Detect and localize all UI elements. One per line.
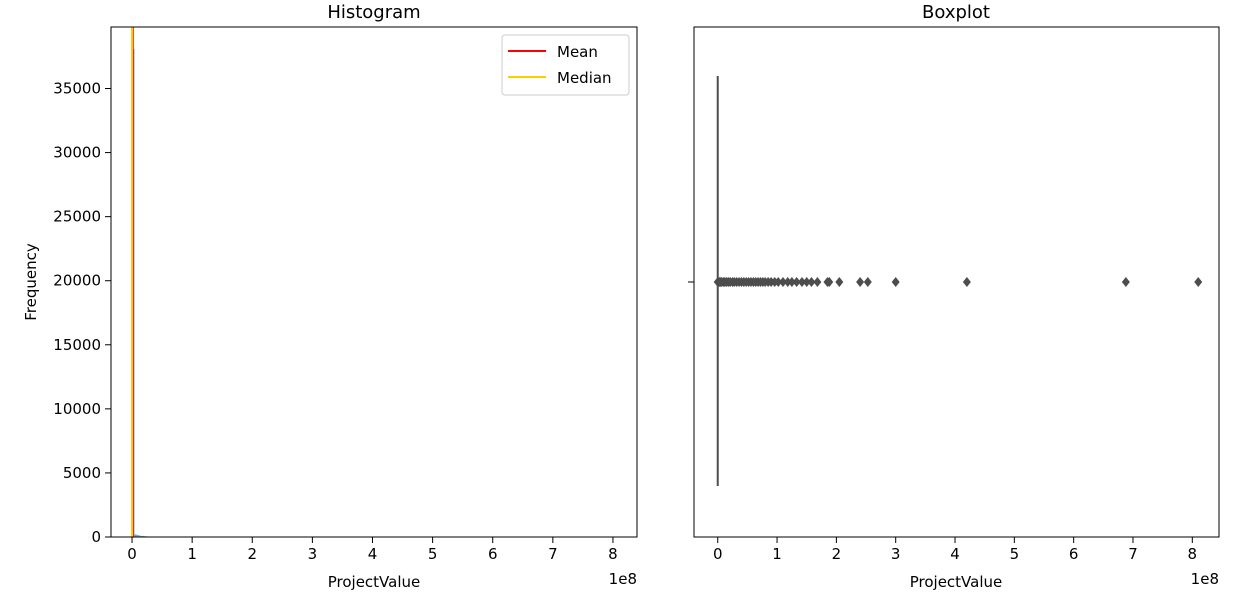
boxplot-outlier-41 [863, 277, 872, 287]
boxplot-x-tick-label-0: 0 [713, 545, 723, 563]
boxplot-outlier-31 [787, 277, 796, 287]
boxplot-x-tick-label-6: 6 [1069, 545, 1079, 563]
boxplot-outlier-35 [807, 277, 816, 287]
histogram-y-tick-label-6: 30000 [53, 144, 101, 162]
boxplot-outlier-42 [891, 277, 900, 287]
histogram-y-tick-label-0: 0 [91, 528, 101, 546]
histogram-y-label: Frequency [22, 243, 40, 321]
boxplot-x-tick-label-4: 4 [950, 545, 960, 563]
histogram-x-tick-label-7: 7 [548, 545, 558, 563]
histogram-panel: Histogram 0 1 2 3 4 5 6 7 8 0 5000 10000 15000 20000… [22, 2, 638, 591]
boxplot-outlier-36 [813, 277, 822, 287]
boxplot-outlier-43 [962, 277, 971, 287]
histogram-x-tick-label-1: 1 [187, 545, 197, 563]
boxplot-outlier-33 [797, 277, 806, 287]
boxplot-x-tick-label-2: 2 [832, 545, 842, 563]
boxplot-data [713, 76, 1203, 486]
histogram-x-label: ProjectValue [328, 573, 421, 591]
boxplot-x-offset: 1e8 [1191, 570, 1219, 588]
histogram-y-tick-label-1: 5000 [63, 464, 101, 482]
histogram-x-tick-label-2: 2 [247, 545, 257, 563]
boxplot-outlier-34 [802, 277, 811, 287]
histogram-bar-3 [139, 535, 142, 537]
boxplot-outlier-28 [774, 277, 783, 287]
boxplot-x-tick-label-1: 1 [772, 545, 782, 563]
histogram-bar-2 [136, 535, 140, 537]
histogram-y-tick-label-4: 20000 [53, 272, 101, 290]
boxplot-outlier-39 [835, 277, 844, 287]
legend-mean-label: Mean [557, 43, 598, 61]
histogram-x-tick-label-6: 6 [488, 545, 498, 563]
boxplot-outlier-40 [856, 277, 865, 287]
boxplot-outlier-32 [792, 277, 801, 287]
histogram-y-tick-label-5: 25000 [53, 208, 101, 226]
boxplot-x-tick-label-3: 3 [891, 545, 901, 563]
histogram-x-tick-label-8: 8 [608, 545, 618, 563]
histogram-y-tick-label-3: 15000 [53, 336, 101, 354]
histogram-y-axis: 0 5000 10000 15000 20000 25000 30000 35000 [53, 80, 111, 546]
histogram-y-tick-label-7: 35000 [53, 80, 101, 98]
histogram-x-axis: 0 1 2 3 4 5 6 7 8 [127, 537, 618, 563]
boxplot-outlier-44 [1121, 277, 1130, 287]
boxplot-x-tick-label-8: 8 [1188, 545, 1198, 563]
boxplot-x-label: ProjectValue [910, 573, 1003, 591]
histogram-legend: Mean Median [501, 34, 630, 96]
boxplot-panel: Boxplot 0 1 2 3 4 5 6 7 8 ProjectValue 1e8 [688, 2, 1220, 591]
boxplot-outlier-30 [783, 277, 792, 287]
histogram-plot-frame [110, 26, 638, 538]
histogram-stat-lines [131, 27, 134, 537]
histogram-x-tick-label-5: 5 [428, 545, 438, 563]
boxplot-outlier-38 [825, 277, 834, 287]
histogram-x-tick-label-3: 3 [308, 545, 318, 563]
boxplot-outlier-45 [1194, 277, 1203, 287]
histogram-x-offset: 1e8 [609, 570, 637, 588]
histogram-title: Histogram [327, 2, 420, 23]
histogram-bar-4 [141, 535, 145, 537]
histogram-y-tick-label-2: 10000 [53, 400, 101, 418]
boxplot-x-tick-label-5: 5 [1010, 545, 1020, 563]
histogram-bar-1 [134, 534, 137, 537]
boxplot-x-axis: 0 1 2 3 4 5 6 7 8 [713, 537, 1197, 563]
histogram-x-tick-label-0: 0 [127, 545, 137, 563]
boxplot-x-tick-label-7: 7 [1128, 545, 1138, 563]
histogram-x-tick-label-4: 4 [368, 545, 378, 563]
histogram-bars [132, 48, 152, 537]
legend-median-label: Median [557, 69, 612, 87]
boxplot-title: Boxplot [922, 2, 990, 23]
boxplot-outlier-29 [778, 277, 787, 287]
